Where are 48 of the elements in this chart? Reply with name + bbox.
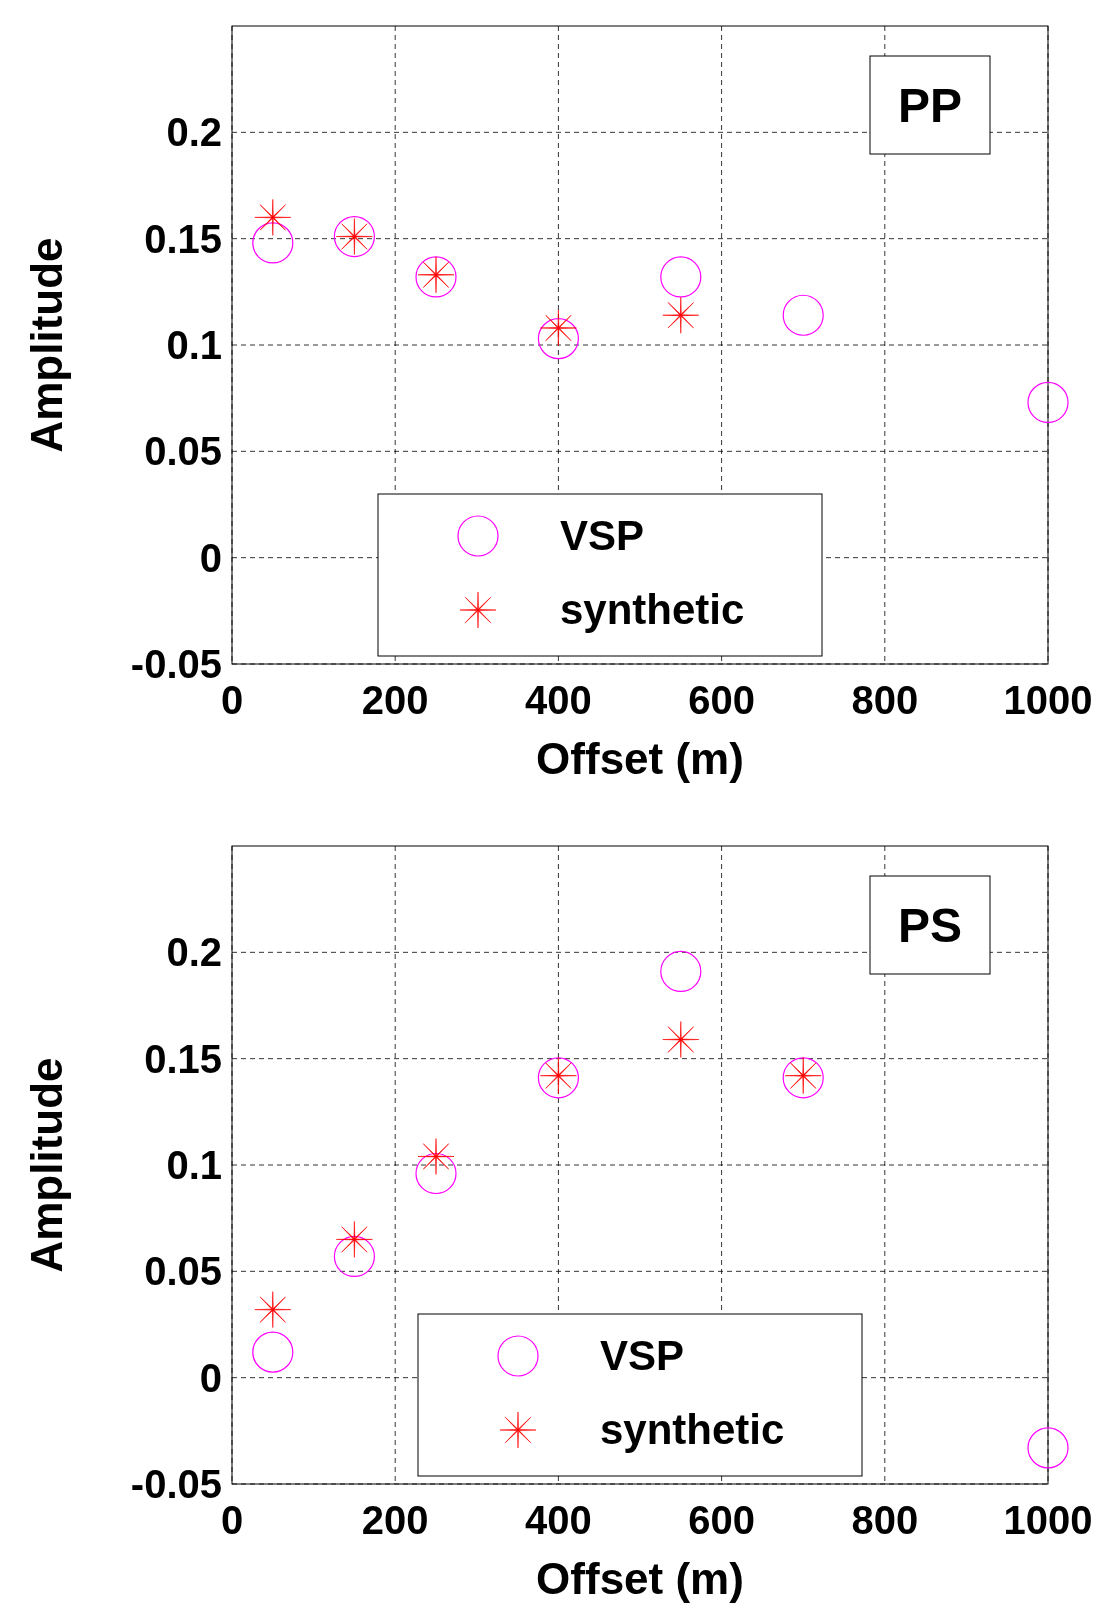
legend-label: synthetic — [560, 586, 745, 633]
point — [540, 309, 577, 347]
x-axis-title: Offset (m) — [536, 1554, 744, 1603]
legend-label: synthetic — [600, 1406, 785, 1453]
y-axis-title: Amplitude — [22, 237, 71, 453]
point — [662, 1021, 700, 1058]
point — [254, 1291, 292, 1328]
x-tick-label: 800 — [851, 1498, 919, 1542]
x-tick-label: 200 — [361, 678, 429, 722]
y-tick-label: 0.15 — [144, 216, 222, 261]
x-tick-label: 1000 — [1003, 678, 1093, 722]
point — [333, 1235, 375, 1278]
x-tick-label: 400 — [525, 678, 592, 722]
x-tick-label: 800 — [851, 678, 919, 722]
x-tick-label: 400 — [525, 1498, 592, 1542]
point — [415, 1152, 457, 1195]
x-tick-label: 600 — [688, 678, 755, 722]
point — [254, 199, 292, 236]
y-tick-label: -0.05 — [130, 1462, 222, 1506]
point — [660, 256, 702, 298]
point — [662, 296, 700, 334]
legend-label: VSP — [560, 512, 645, 559]
point — [1027, 1427, 1069, 1469]
point — [417, 1138, 455, 1175]
y-tick-label: 0.05 — [144, 1249, 222, 1294]
x-axis-title: Offset (m) — [536, 734, 744, 783]
y-tick-label: -0.05 — [130, 642, 222, 686]
point — [252, 222, 294, 264]
y-axis-title: Amplitude — [22, 1057, 71, 1273]
y-tick-label: 0 — [199, 1355, 222, 1400]
point — [252, 1331, 294, 1373]
point — [1027, 381, 1069, 424]
y-tick-label: 0.15 — [144, 1036, 222, 1081]
y-tick-label: 0 — [199, 535, 222, 580]
y-tick-label: 0.2 — [166, 930, 222, 975]
point — [782, 294, 824, 336]
y-tick-label: 0.1 — [166, 323, 222, 367]
point — [537, 318, 579, 360]
y-tick-label: 0.2 — [166, 110, 222, 155]
y-tick-label: 0.1 — [166, 1143, 222, 1187]
point — [660, 950, 702, 993]
legend-label: VSP — [600, 1332, 685, 1379]
y-tick-label: 0.05 — [144, 429, 222, 474]
annotation: PS — [897, 899, 963, 952]
x-tick-label: 200 — [361, 1498, 429, 1542]
x-tick-label: 600 — [688, 1498, 755, 1542]
x-tick-label: 1000 — [1003, 1498, 1093, 1542]
annotation: PP — [897, 79, 963, 132]
